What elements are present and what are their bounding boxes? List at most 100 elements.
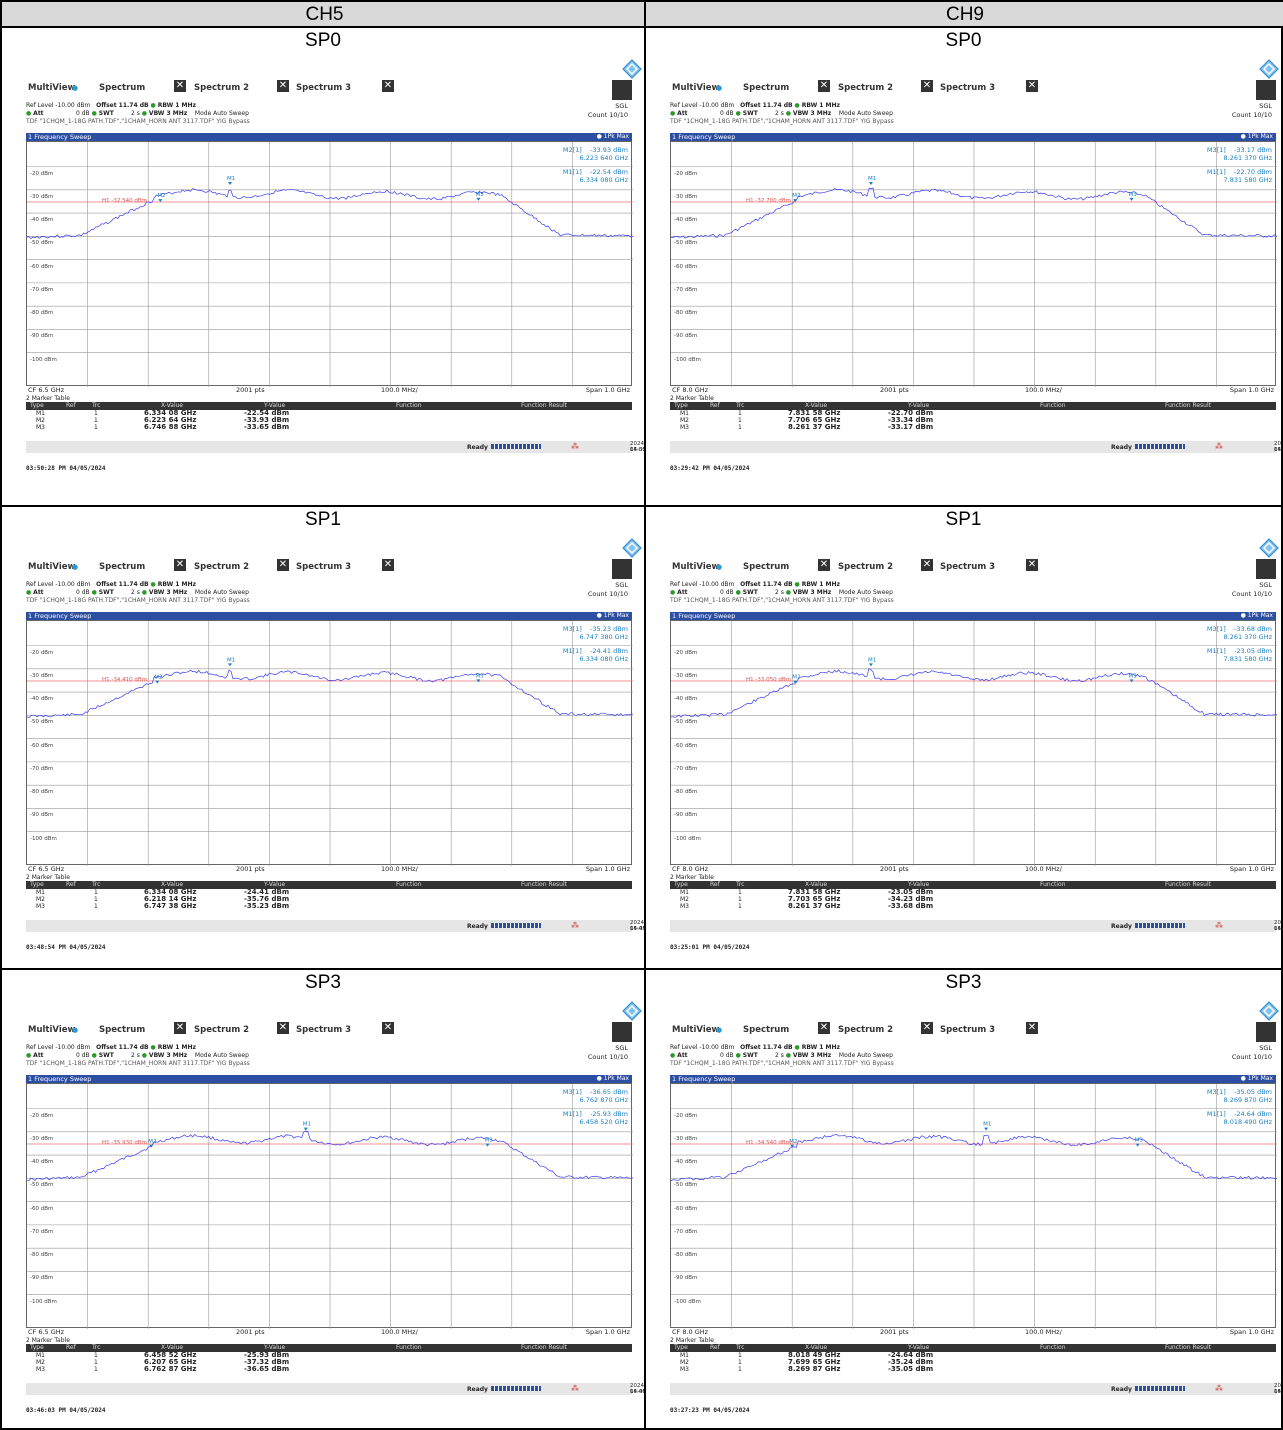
close-tab-icon[interactable]: ✕ bbox=[921, 80, 933, 92]
progress-indicator bbox=[1135, 444, 1185, 449]
close-tab-icon[interactable]: ✕ bbox=[174, 80, 186, 92]
close-tab-icon[interactable]: ✕ bbox=[174, 1022, 186, 1034]
row-divider bbox=[0, 968, 1283, 970]
tab-multiview[interactable]: MultiView bbox=[28, 562, 76, 572]
marker-label-m3: M3 bbox=[1129, 192, 1138, 198]
close-tab-icon[interactable]: ✕ bbox=[382, 559, 394, 571]
tab-multiview[interactable]: MultiView bbox=[28, 1025, 76, 1035]
tab-bar: MultiView ● Spectrum ✕ Spectrum 2 ✕ Spec… bbox=[24, 1022, 632, 1039]
frequency-sweep-bar: 1 Frequency Sweep ● 1Pk Max bbox=[26, 133, 632, 141]
tab-spectrum[interactable]: Spectrum bbox=[99, 83, 146, 93]
tab-spectrum-3[interactable]: Spectrum 3 bbox=[296, 1025, 352, 1035]
tab-spectrum-2[interactable]: Spectrum 2 bbox=[194, 83, 250, 93]
settings-line-1: Ref Level -10.00 dBm Offset 11.74 dB ● R… bbox=[26, 581, 197, 588]
marker-triangle-m2 bbox=[790, 1144, 795, 1148]
spectrum-trace-svg: M1 M2 M3 bbox=[671, 1084, 1277, 1329]
menu-button[interactable] bbox=[612, 559, 632, 579]
warning-icon: ⁂ bbox=[571, 921, 579, 930]
tab-multiview[interactable]: MultiView bbox=[672, 1025, 720, 1035]
status-bar: Ready ⁂ 2024-04-0515:46:03 bbox=[26, 1383, 644, 1395]
menu-button[interactable] bbox=[1256, 80, 1276, 100]
y-tick-label: -40 dBm bbox=[674, 1159, 698, 1166]
y-tick-label: -30 dBm bbox=[674, 672, 698, 679]
ready-label: Ready bbox=[1111, 923, 1132, 930]
close-tab-icon[interactable]: ✕ bbox=[277, 80, 289, 92]
tab-spectrum-2[interactable]: Spectrum 2 bbox=[838, 1025, 894, 1035]
close-tab-icon[interactable]: ✕ bbox=[921, 559, 933, 571]
menu-button[interactable] bbox=[612, 80, 632, 100]
tab-spectrum[interactable]: Spectrum bbox=[99, 1025, 146, 1035]
close-tab-icon[interactable]: ✕ bbox=[1026, 1022, 1038, 1034]
settings-line-2: ● Att 0 dB ● SWT 2 s ● VBW 3 MHz Mode Au… bbox=[670, 589, 893, 596]
y-tick-label: -20 dBm bbox=[30, 1112, 54, 1119]
close-tab-icon[interactable]: ✕ bbox=[277, 559, 289, 571]
screenshot-timestamp: 03:25:01 PM 04/05/2024 bbox=[670, 944, 750, 951]
tdf-line: TDF "1CHQM_1-18G PATH.TDF","1CHAM_HORN A… bbox=[670, 1060, 894, 1067]
close-tab-icon[interactable]: ✕ bbox=[1026, 80, 1038, 92]
close-tab-icon[interactable]: ✕ bbox=[277, 1022, 289, 1034]
close-tab-icon[interactable]: ✕ bbox=[174, 559, 186, 571]
y-tick-label: -70 dBm bbox=[30, 1228, 54, 1235]
close-tab-icon[interactable]: ✕ bbox=[1026, 559, 1038, 571]
tab-spectrum-3[interactable]: Spectrum 3 bbox=[296, 83, 352, 93]
tab-spectrum-2[interactable]: Spectrum 2 bbox=[194, 1025, 250, 1035]
tab-spectrum-2[interactable]: Spectrum 2 bbox=[838, 562, 894, 572]
tab-spectrum[interactable]: Spectrum bbox=[743, 562, 790, 572]
menu-button[interactable] bbox=[1256, 559, 1276, 579]
tab-spectrum-3[interactable]: Spectrum 3 bbox=[296, 562, 352, 572]
progress-indicator bbox=[491, 1386, 541, 1391]
close-tab-icon[interactable]: ✕ bbox=[818, 559, 830, 571]
tab-spectrum-3[interactable]: Spectrum 3 bbox=[940, 1025, 996, 1035]
progress-indicator bbox=[491, 444, 541, 449]
marker-table-row: M1 1 7.831 58 GHz -22.70 dBm bbox=[680, 409, 934, 418]
y-tick-label: -100 dBm bbox=[674, 835, 701, 842]
tab-spectrum[interactable]: Spectrum bbox=[99, 562, 146, 572]
y-tick-label: -90 dBm bbox=[30, 1275, 54, 1282]
spectrum-trace-svg: M1 M2 M3 bbox=[671, 142, 1277, 387]
tab-spectrum-2[interactable]: Spectrum 2 bbox=[194, 562, 250, 572]
screenshot-timestamp: 03:50:28 PM 04/05/2024 bbox=[26, 465, 106, 472]
marker-readout-a: M2[1] -33.93 dBm 6.223 640 GHz bbox=[562, 146, 628, 162]
marker-table-row: M3 1 6.746 88 GHz -33.65 dBm bbox=[36, 423, 290, 432]
close-tab-icon[interactable]: ✕ bbox=[382, 80, 394, 92]
marker-readout-b: M1[1] -24.64 dBm 8.018 490 GHz bbox=[1206, 1110, 1272, 1126]
warning-icon: ⁂ bbox=[571, 442, 579, 451]
tab-multiview[interactable]: MultiView bbox=[672, 562, 720, 572]
marker-table-row: M1 1 6.458 52 GHz -25.93 dBm bbox=[36, 1351, 290, 1360]
marker-table: 2 Marker Table Type Ref Trc X-Value Y-Va… bbox=[26, 395, 632, 431]
marker-label-m2: M2 bbox=[792, 193, 800, 199]
threshold-label: H1 -33.050 dBm bbox=[746, 677, 791, 684]
frequency-sweep-bar: 1 Frequency Sweep ● 1Pk Max bbox=[670, 133, 1276, 141]
marker-readout-a: M3[1] -33.17 dBm 8.261 370 GHz bbox=[1206, 146, 1272, 162]
y-tick-label: -30 dBm bbox=[674, 1135, 698, 1142]
y-tick-label: -100 dBm bbox=[30, 835, 57, 842]
marker-readout-b: M1[1] -22.54 dBm 6.334 080 GHz bbox=[562, 168, 628, 184]
date-time: 2024-04-0515:48:54 bbox=[630, 920, 644, 932]
marker-triangle-m1 bbox=[984, 1127, 989, 1131]
sp-label: SP1 bbox=[945, 509, 982, 530]
tab-spectrum-2[interactable]: Spectrum 2 bbox=[838, 83, 894, 93]
close-tab-icon[interactable]: ✕ bbox=[921, 1022, 933, 1034]
close-tab-icon[interactable]: ✕ bbox=[818, 1022, 830, 1034]
marker-readout-a: M3[1] -35.23 dBm 6.747 380 GHz bbox=[562, 625, 628, 641]
tab-spectrum[interactable]: Spectrum bbox=[743, 83, 790, 93]
marker-readout-b: M1[1] -25.93 dBm 6.458 520 GHz bbox=[562, 1110, 628, 1126]
marker-triangle-m2 bbox=[149, 1144, 154, 1148]
close-tab-icon[interactable]: ✕ bbox=[818, 80, 830, 92]
multiview-dot-icon: ● bbox=[72, 1026, 79, 1034]
menu-button[interactable] bbox=[1256, 1022, 1276, 1042]
frequency-sweep-bar: 1 Frequency Sweep ● 1Pk Max bbox=[26, 612, 632, 620]
y-tick-label: -60 dBm bbox=[674, 742, 698, 749]
tab-spectrum-3[interactable]: Spectrum 3 bbox=[940, 83, 996, 93]
tab-spectrum[interactable]: Spectrum bbox=[743, 1025, 790, 1035]
marker-readout-a: M3[1] -36.65 dBm 6.762 870 GHz bbox=[562, 1088, 628, 1104]
tab-multiview[interactable]: MultiView bbox=[28, 83, 76, 93]
spectrum-trace-svg: M1 M2 M3 bbox=[27, 621, 633, 866]
spectrum-panel-ch9-sp3: SP3 MultiView ● Spectrum ✕ Spectrum 2 ✕ … bbox=[646, 970, 1281, 1430]
tab-multiview[interactable]: MultiView bbox=[672, 83, 720, 93]
menu-button[interactable] bbox=[612, 1022, 632, 1042]
marker-table-row: M2 1 6.223 64 GHz -33.93 dBm bbox=[36, 416, 290, 425]
close-tab-icon[interactable]: ✕ bbox=[382, 1022, 394, 1034]
ready-label: Ready bbox=[1111, 444, 1132, 451]
tab-spectrum-3[interactable]: Spectrum 3 bbox=[940, 562, 996, 572]
